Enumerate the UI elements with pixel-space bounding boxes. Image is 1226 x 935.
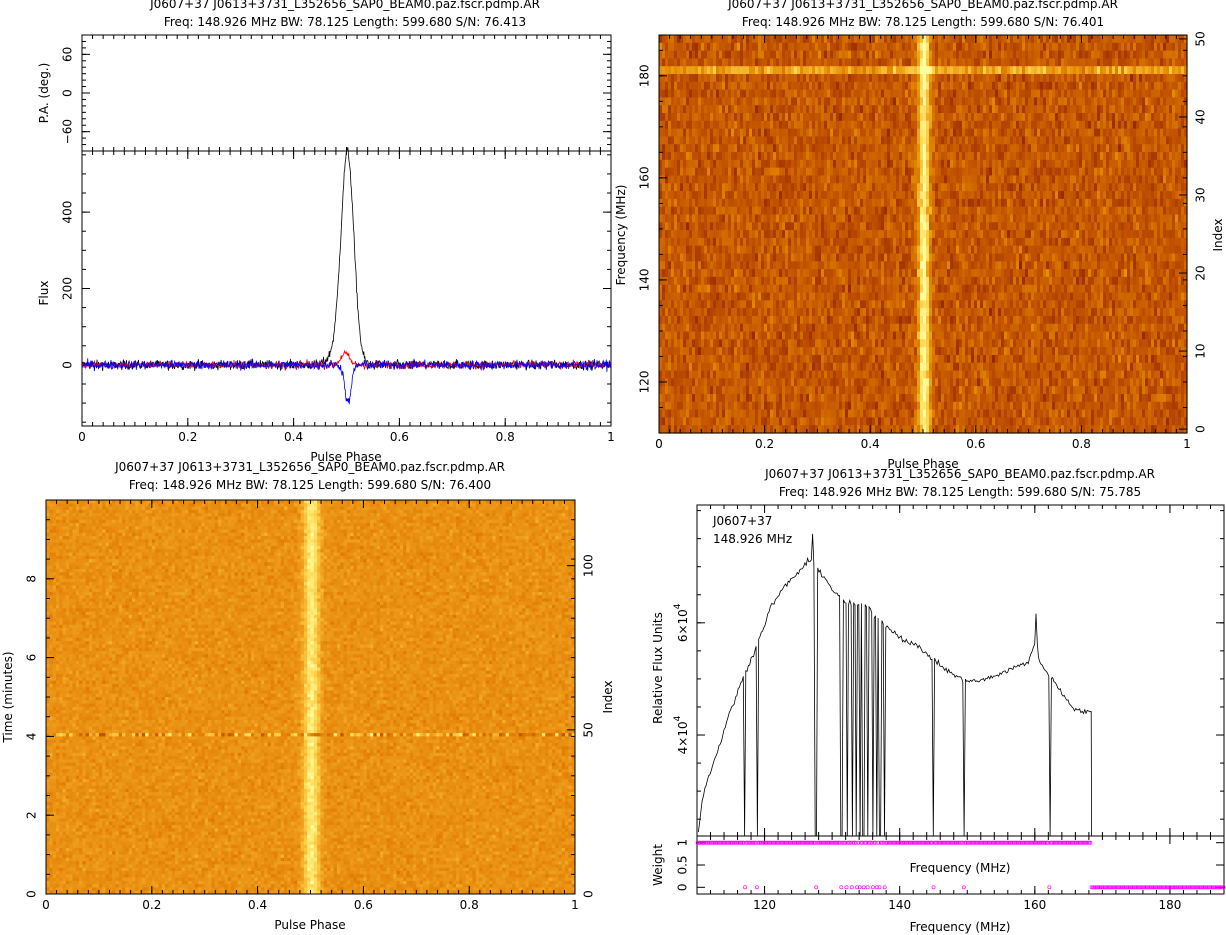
y-tick-label: 200: [61, 277, 75, 300]
y-tick-label: 60: [61, 47, 75, 62]
x-tick-label: 0.8: [496, 430, 515, 444]
panel-phase-frequency: J0607+37 J0613+3731_L352656_SAP0_BEAM0.p…: [614, 0, 1225, 471]
profile-subtitle: Freq: 148.926 MHz BW: 78.125 Length: 599…: [164, 15, 526, 29]
flux-ylabel: Flux: [37, 281, 51, 306]
panel-profile: J0607+37 J0613+3731_L352656_SAP0_BEAM0.p…: [37, 0, 615, 464]
freq-title: J0607+37 J0613+3731_L352656_SAP0_BEAM0.p…: [727, 0, 1118, 11]
x-tick-label: 0.2: [178, 430, 197, 444]
x-tick-label: 1: [607, 430, 615, 444]
y-tick-label: −60: [61, 119, 75, 144]
profile-title: J0607+37 J0613+3731_L352656_SAP0_BEAM0.p…: [149, 0, 540, 11]
x-tick-label: 0.6: [390, 430, 409, 444]
flux-series: [82, 147, 611, 404]
y-tick-label: 400: [61, 201, 75, 224]
freq-subtitle: Freq: 148.926 MHz BW: 78.125 Length: 599…: [742, 15, 1104, 29]
flux-frame: [82, 151, 611, 426]
flux-axis: 0 0.2 0.4 0.6 0.8 1 0 200 400: [61, 151, 615, 444]
x-tick-label: 0.4: [284, 430, 303, 444]
y-tick-label: 0: [61, 89, 75, 97]
pa-ylabel: P.A. (deg.): [37, 63, 51, 124]
y-tick-label: 0: [61, 361, 75, 369]
flux-series-line: [82, 147, 611, 371]
pa-axis: −60 0 60: [61, 35, 612, 151]
x-tick-label: 0: [78, 430, 86, 444]
freq-heatmap: [659, 35, 1188, 434]
pa-frame: [82, 35, 611, 151]
